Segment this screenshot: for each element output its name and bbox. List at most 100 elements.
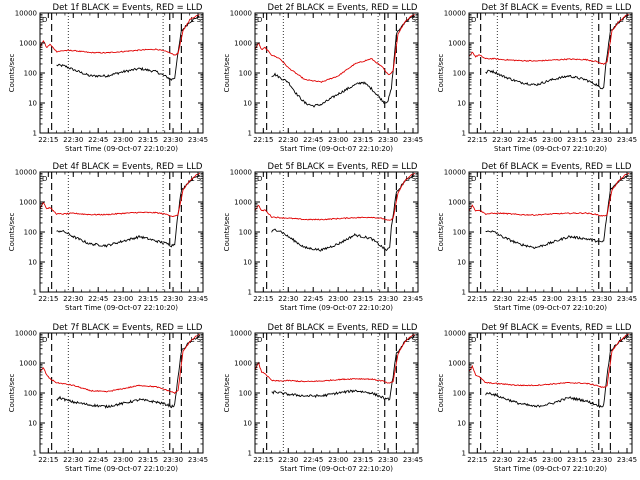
events-series-line xyxy=(271,174,415,252)
y-tick-label: 10 xyxy=(457,100,466,108)
plot-frame xyxy=(254,171,419,293)
x-tick-label: 22:15 xyxy=(253,295,273,303)
x-tick-label: 22:15 xyxy=(467,456,487,464)
corner-label-left: D xyxy=(257,16,262,24)
panel-title: Det 3f BLACK = Events, RED = LLD xyxy=(482,3,632,13)
panel-title: Det 9f BLACK = Events, RED = LLD xyxy=(482,323,632,333)
panel-title: Det 4f BLACK = Events, RED = LLD xyxy=(53,162,203,172)
y-axis-label: Counts/sec xyxy=(437,374,445,413)
y-tick-label: 1 xyxy=(248,450,252,458)
x-tick-label: 22:30 xyxy=(492,136,512,144)
x-tick-label: 22:15 xyxy=(38,456,58,464)
panel-det-4f: Det 4f BLACK = Events, RED = LLD D L S 1 10 1… xyxy=(8,162,208,312)
y-tick-label: 1000 xyxy=(448,199,466,207)
x-tick-label: 22:30 xyxy=(278,456,298,464)
corner-label-left: D xyxy=(257,336,262,344)
lld-series-line xyxy=(468,13,629,66)
x-tick-label: 23:45 xyxy=(188,456,208,464)
y-tick-label: 1000 xyxy=(234,360,252,368)
panel-det-2f: Det 2f BLACK = Events, RED = LLD D L S 1 10 1… xyxy=(223,3,423,153)
x-tick-label: 23:15 xyxy=(567,295,587,303)
y-axis-label: Counts/sec xyxy=(8,54,16,93)
x-tick-label: 22:45 xyxy=(88,295,108,303)
x-tick-label: 23:00 xyxy=(542,136,562,144)
y-axis-label: Counts/sec xyxy=(437,54,445,93)
y-tick-label: 10000 xyxy=(230,169,252,177)
x-axis-label: Start Time (09-Oct-07 22:10:20) xyxy=(494,465,607,473)
x-tick-label: 23:00 xyxy=(542,456,562,464)
y-axis-label: Counts/sec xyxy=(437,213,445,252)
plot-frame xyxy=(468,12,633,134)
y-axis-label: Counts/sec xyxy=(223,374,231,413)
x-tick-label: 22:45 xyxy=(303,456,323,464)
y-tick-label: 10 xyxy=(243,420,252,428)
y-tick-label: 1 xyxy=(248,289,252,297)
x-tick-label: 23:45 xyxy=(403,136,423,144)
y-tick-label: 1000 xyxy=(234,40,252,48)
x-axis-label: Start Time (09-Oct-07 22:10:20) xyxy=(280,304,393,312)
y-tick-label: 10000 xyxy=(15,330,37,338)
x-axis-label: Start Time (09-Oct-07 22:10:20) xyxy=(280,465,393,473)
corner-label-right: L S xyxy=(190,336,201,344)
x-tick-label: 23:45 xyxy=(188,136,208,144)
y-tick-label: 1 xyxy=(462,450,466,458)
plot-frame xyxy=(39,12,204,134)
x-tick-label: 23:30 xyxy=(378,456,398,464)
y-tick-label: 10 xyxy=(457,259,466,267)
panel-det-7f: Det 7f BLACK = Events, RED = LLD D L S 1 10 1… xyxy=(8,323,208,473)
x-tick-label: 23:15 xyxy=(138,136,158,144)
y-tick-label: 1000 xyxy=(234,199,252,207)
y-axis-label: Counts/sec xyxy=(8,374,16,413)
y-tick-label: 1000 xyxy=(19,40,37,48)
x-tick-label: 23:00 xyxy=(113,295,133,303)
events-series-line xyxy=(485,175,629,249)
lld-series-line xyxy=(468,172,630,217)
x-tick-label: 23:30 xyxy=(378,295,398,303)
x-tick-label: 23:45 xyxy=(617,295,637,303)
x-tick-label: 22:30 xyxy=(63,456,83,464)
x-tick-label: 23:30 xyxy=(378,136,398,144)
corner-label-right: L S xyxy=(619,16,630,24)
x-tick-label: 22:15 xyxy=(467,295,487,303)
x-tick-label: 22:45 xyxy=(517,136,537,144)
y-tick-label: 10000 xyxy=(15,169,37,177)
y-tick-label: 10 xyxy=(28,420,37,428)
x-tick-label: 23:00 xyxy=(542,295,562,303)
y-tick-label: 100 xyxy=(453,390,466,398)
x-tick-label: 23:30 xyxy=(592,456,612,464)
panel-det-9f: Det 9f BLACK = Events, RED = LLD D L S 1 10 1… xyxy=(437,323,637,473)
x-axis-label: Start Time (09-Oct-07 22:10:20) xyxy=(494,304,607,312)
plot-frame xyxy=(468,171,633,293)
x-tick-label: 22:15 xyxy=(253,136,273,144)
y-tick-label: 10000 xyxy=(444,330,466,338)
corner-label-left: D xyxy=(42,16,47,24)
y-tick-label: 1000 xyxy=(19,199,37,207)
y-tick-label: 1 xyxy=(462,130,466,138)
corner-label-right: L S xyxy=(619,175,630,183)
events-series-line xyxy=(56,14,200,81)
x-tick-label: 22:45 xyxy=(303,136,323,144)
y-tick-label: 100 xyxy=(239,390,252,398)
events-series-line xyxy=(485,334,630,409)
lld-series-line xyxy=(39,172,201,217)
x-axis-label: Start Time (09-Oct-07 22:10:20) xyxy=(65,304,178,312)
y-axis-label: Counts/sec xyxy=(8,213,16,252)
x-tick-label: 23:45 xyxy=(403,295,423,303)
x-tick-label: 22:30 xyxy=(278,295,298,303)
x-tick-label: 22:30 xyxy=(63,136,83,144)
y-tick-label: 10000 xyxy=(230,330,252,338)
y-tick-label: 100 xyxy=(239,229,252,237)
y-tick-label: 1 xyxy=(462,289,466,297)
x-tick-label: 23:00 xyxy=(113,456,133,464)
corner-label-right: L S xyxy=(405,16,416,24)
x-tick-label: 22:30 xyxy=(278,136,298,144)
events-series-line xyxy=(271,14,416,108)
y-tick-label: 10 xyxy=(28,259,37,267)
y-tick-label: 100 xyxy=(239,70,252,78)
x-tick-label: 22:15 xyxy=(467,136,487,144)
plot-frame xyxy=(39,332,204,454)
y-tick-label: 10000 xyxy=(444,169,466,177)
x-tick-label: 22:30 xyxy=(492,295,512,303)
x-tick-label: 23:30 xyxy=(592,295,612,303)
y-tick-label: 1 xyxy=(33,289,37,297)
